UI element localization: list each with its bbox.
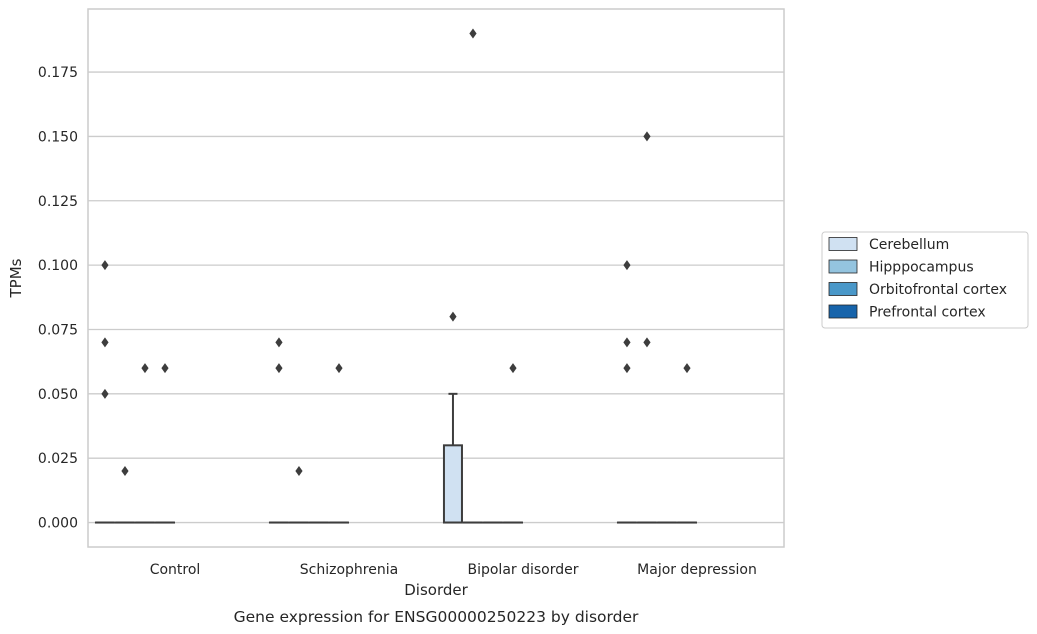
outlier-point xyxy=(623,363,631,374)
outlier-point xyxy=(509,363,517,374)
outlier-point xyxy=(623,260,631,271)
legend-label: Orbitofrontal cortex xyxy=(869,282,1007,298)
plot-background xyxy=(88,9,784,547)
outlier-point xyxy=(275,363,283,374)
outlier-point xyxy=(275,337,283,348)
x-tick-labels: Control Schizophrenia Bipolar disorder Majo… xyxy=(150,562,757,578)
legend-label: Prefrontal cortex xyxy=(869,305,986,321)
outlier-point xyxy=(121,466,129,477)
x-tick-label: Control xyxy=(150,562,201,578)
outlier-point xyxy=(101,388,109,399)
y-tick-label: 0.050 xyxy=(38,387,78,403)
outlier-point xyxy=(449,311,457,322)
outlier-point xyxy=(643,337,651,348)
legend-label: Hipppocampus xyxy=(869,260,974,276)
outlier-point xyxy=(643,131,651,142)
legend-frame xyxy=(821,231,1029,329)
outlier-point xyxy=(335,363,343,374)
outlier-point xyxy=(623,337,631,348)
outlier-point xyxy=(161,363,169,374)
box-series xyxy=(94,392,697,524)
legend-swatch xyxy=(828,282,858,296)
chart-caption: Gene expression for ENSG00000250223 by d… xyxy=(234,608,639,626)
legend: Cerebellum Hipppocampus Orbitofrontal cort… xyxy=(821,231,1029,329)
y-tick-label: 0.075 xyxy=(38,322,78,338)
y-tick-labels: 0.000 0.025 0.050 0.075 0.100 0.125 0.150 0.175 xyxy=(38,65,78,531)
plot-frame xyxy=(87,8,785,548)
y-tick-label: 0.175 xyxy=(38,65,78,81)
legend-swatch xyxy=(828,259,858,274)
legend-label: Cerebellum xyxy=(869,237,949,253)
x-axis-label: Disorder xyxy=(404,581,468,599)
y-tick-label: 0.100 xyxy=(38,258,78,274)
y-tick-label: 0.000 xyxy=(38,516,78,532)
x-tick-label: Bipolar disorder xyxy=(467,562,578,578)
y-tick-label: 0.125 xyxy=(38,194,78,210)
outlier-point xyxy=(101,337,109,348)
outlier-point xyxy=(469,28,477,39)
outlier-point xyxy=(295,466,303,477)
y-axis-label: TPMs xyxy=(7,258,25,298)
outlier-point xyxy=(683,363,691,374)
outlier-points xyxy=(101,28,691,477)
y-tick-label: 0.025 xyxy=(38,451,78,467)
legend-swatch xyxy=(828,304,858,319)
x-tick-label: Schizophrenia xyxy=(300,562,398,578)
y-gridlines xyxy=(88,71,784,524)
outlier-point xyxy=(101,260,109,271)
x-tick-label: Major depression xyxy=(637,562,757,578)
legend-swatch xyxy=(828,237,858,251)
outlier-point xyxy=(141,363,149,374)
box xyxy=(442,444,463,524)
y-tick-label: 0.150 xyxy=(38,129,78,145)
